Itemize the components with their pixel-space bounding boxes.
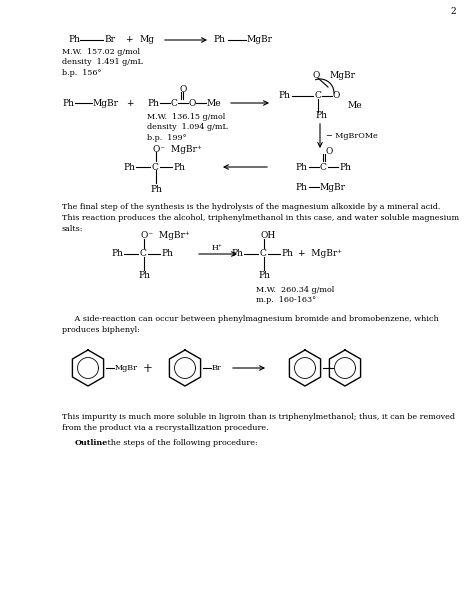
Text: 2: 2: [450, 7, 456, 16]
Text: C: C: [152, 162, 159, 172]
Text: Ph: Ph: [123, 162, 135, 172]
Text: M.W.  136.15 g/mol
density  1.094 g/mL
b.p.  199°: M.W. 136.15 g/mol density 1.094 g/mL b.p…: [147, 113, 228, 142]
Text: Ph: Ph: [258, 272, 270, 281]
Text: MgBr: MgBr: [247, 36, 273, 45]
Text: Ph: Ph: [173, 162, 185, 172]
Text: MgBr: MgBr: [330, 70, 356, 80]
Text: +  MgBr⁺: + MgBr⁺: [298, 249, 342, 259]
Text: MgBr: MgBr: [115, 364, 138, 372]
Text: +: +: [126, 99, 134, 107]
Text: M.W.  260.34 g/mol
m.p.  160-163°: M.W. 260.34 g/mol m.p. 160-163°: [256, 286, 334, 305]
Text: H⁺: H⁺: [212, 244, 223, 252]
Text: MgBr: MgBr: [93, 99, 119, 107]
Text: Mg: Mg: [140, 36, 155, 45]
Text: OH: OH: [261, 232, 276, 240]
Text: Br: Br: [212, 364, 222, 372]
Text: C: C: [171, 99, 178, 107]
Text: − MgBrOMe: − MgBrOMe: [326, 132, 378, 140]
Text: Ph: Ph: [295, 162, 307, 172]
Text: Ph: Ph: [150, 185, 162, 194]
Text: Outline: Outline: [75, 439, 108, 447]
Text: Me: Me: [207, 99, 222, 107]
Text: Ph: Ph: [213, 36, 225, 45]
Text: O⁻  MgBr⁺: O⁻ MgBr⁺: [153, 145, 201, 153]
Text: Ph: Ph: [295, 183, 307, 191]
Text: C: C: [140, 249, 147, 259]
Text: C: C: [315, 91, 322, 101]
Text: The final step of the synthesis is the hydrolysis of the magnesium alkoxide by a: The final step of the synthesis is the h…: [62, 203, 459, 233]
Text: O: O: [189, 99, 196, 107]
Text: O: O: [180, 85, 187, 94]
Text: Br: Br: [104, 36, 115, 45]
Text: +: +: [125, 36, 133, 45]
Text: C: C: [260, 249, 267, 259]
Text: C: C: [320, 162, 327, 172]
Text: +: +: [143, 362, 153, 375]
Text: Ph: Ph: [62, 99, 74, 107]
Text: M.W.  157.02 g/mol
density  1.491 g/mL
b.p.  156°: M.W. 157.02 g/mol density 1.491 g/mL b.p…: [62, 48, 143, 77]
Text: Ph: Ph: [147, 99, 159, 107]
Text: O: O: [326, 147, 333, 156]
Text: O: O: [333, 91, 340, 101]
Text: O⁻  MgBr⁺: O⁻ MgBr⁺: [141, 232, 190, 240]
Text: Ph: Ph: [231, 249, 243, 259]
Text: Ph: Ph: [111, 249, 123, 259]
Text: Ph: Ph: [161, 249, 173, 259]
Text: This impurity is much more soluble in ligroin than is triphenylmethanol; thus, i: This impurity is much more soluble in li…: [62, 413, 455, 432]
Text: Me: Me: [348, 101, 363, 110]
Text: MgBr: MgBr: [320, 183, 346, 191]
Text: Ph: Ph: [315, 110, 327, 120]
Text: A side-reaction can occur between phenylmagnesium bromide and bromobenzene, whic: A side-reaction can occur between phenyl…: [62, 315, 439, 334]
Text: Ph: Ph: [68, 36, 80, 45]
Text: Ph: Ph: [278, 91, 290, 101]
Text: the steps of the following procedure:: the steps of the following procedure:: [105, 439, 258, 447]
Text: Ph: Ph: [281, 249, 293, 259]
Text: Ph: Ph: [138, 272, 150, 281]
Text: O: O: [313, 70, 320, 80]
Text: Ph: Ph: [339, 162, 351, 172]
